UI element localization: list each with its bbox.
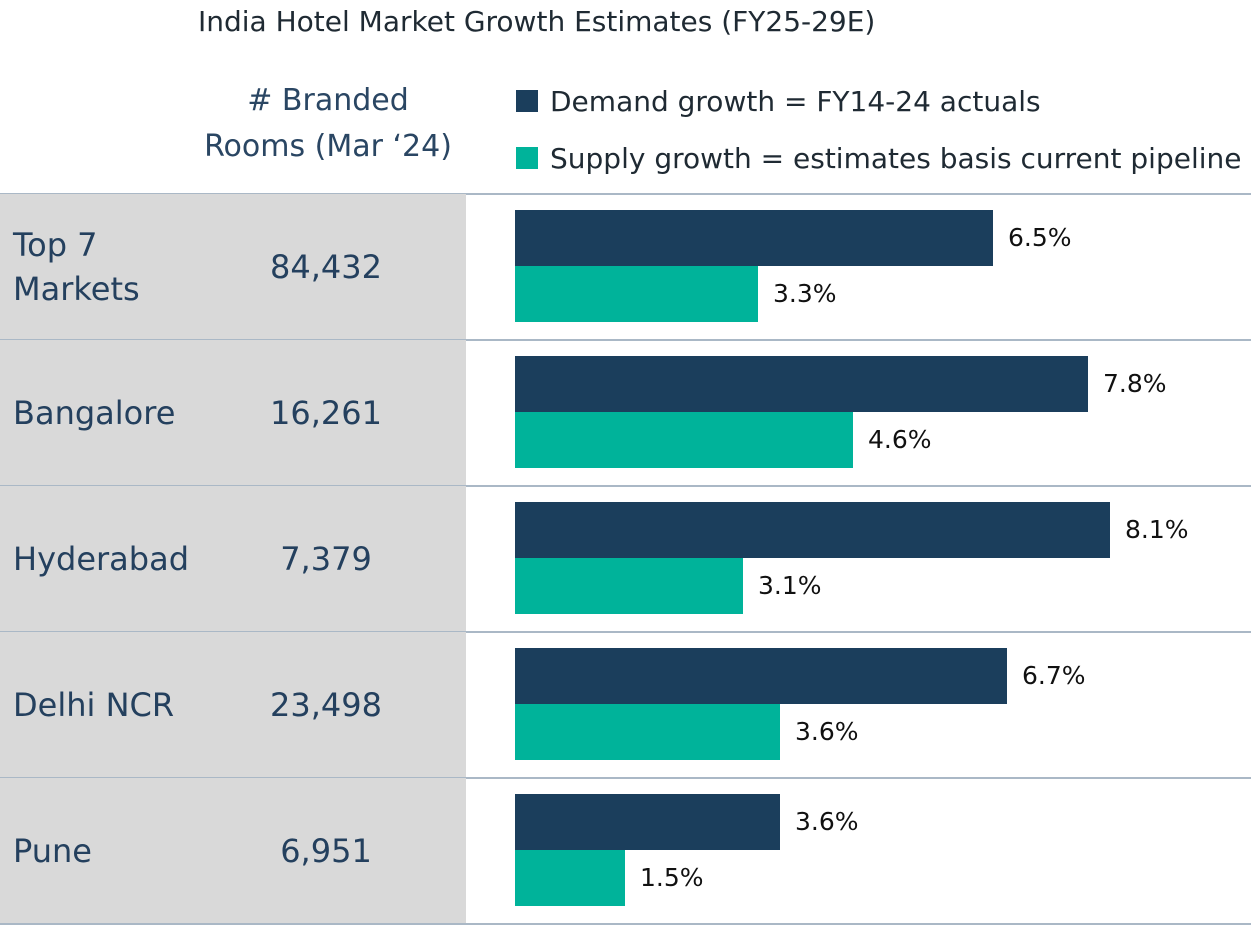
chart-title: India Hotel Market Growth Estimates (FY2… [198, 5, 876, 38]
market-label: Top 7 Markets [13, 194, 213, 340]
market-label: Delhi NCR [13, 632, 213, 778]
supply-value-label: 1.5% [640, 863, 704, 892]
supply-bar [515, 850, 625, 906]
chart-row: Hyderabad 7,379 8.1% 3.1% [0, 486, 1251, 632]
column-header-line-1: # Branded [247, 83, 409, 118]
supply-bar [515, 704, 780, 760]
chart-row: Bangalore 16,261 7.8% 4.6% [0, 340, 1251, 486]
row-label-background [0, 194, 466, 340]
row-separator [0, 193, 1251, 195]
supply-bar [515, 558, 743, 614]
row-separator [0, 777, 1251, 779]
demand-bar [515, 502, 1110, 558]
supply-value-label: 3.3% [773, 279, 837, 308]
demand-bar [515, 648, 1007, 704]
market-label: Bangalore [13, 340, 213, 486]
market-label-line: Top 7 [13, 226, 98, 264]
chart-row: Pune 6,951 3.6% 1.5% [0, 778, 1251, 924]
market-label-line: Hyderabad [13, 540, 189, 578]
column-header-line-2: Rooms (Mar ‘24) [204, 129, 452, 164]
legend-swatch-demand [516, 90, 538, 112]
market-label-text: Hyderabad [13, 537, 189, 581]
chart-row: Delhi NCR 23,498 6.7% 3.6% [0, 632, 1251, 778]
demand-bar [515, 210, 993, 266]
demand-bar [515, 356, 1088, 412]
branded-rooms-column-header: # Branded Rooms (Mar ‘24) [190, 78, 466, 170]
legend-swatch-supply [516, 147, 538, 169]
demand-value-label: 3.6% [795, 807, 859, 836]
supply-bar [515, 412, 853, 468]
branded-rooms-value: 84,432 [270, 248, 382, 286]
branded-rooms-value: 6,951 [280, 832, 372, 870]
market-label-line: Pune [13, 832, 92, 870]
branded-rooms-value: 16,261 [270, 394, 382, 432]
supply-value-label: 3.1% [758, 571, 822, 600]
market-label-text: Top 7 Markets [13, 223, 140, 311]
legend-item-supply: Supply growth = estimates basis current … [516, 141, 1241, 177]
demand-value-label: 7.8% [1103, 369, 1167, 398]
row-label-background [0, 778, 466, 924]
legend-label-supply: Supply growth = estimates basis current … [550, 142, 1242, 175]
demand-value-label: 6.7% [1022, 661, 1086, 690]
row-label-background [0, 486, 466, 632]
market-label-text: Bangalore [13, 391, 175, 435]
legend-item-demand: Demand growth = FY14-24 actuals [516, 84, 1041, 120]
supply-value-label: 3.6% [795, 717, 859, 746]
chart-row: Top 7 Markets 84,432 6.5% 3.3% [0, 194, 1251, 340]
market-label: Hyderabad [13, 486, 213, 632]
row-label-background [0, 632, 466, 778]
demand-bar [515, 794, 780, 850]
row-separator [0, 485, 1251, 487]
supply-value-label: 4.6% [868, 425, 932, 454]
market-label-line: Bangalore [13, 394, 176, 432]
branded-rooms-value: 23,498 [270, 686, 382, 724]
market-label: Pune [13, 778, 213, 924]
supply-bar [515, 266, 758, 322]
demand-value-label: 6.5% [1008, 223, 1072, 252]
demand-value-label: 8.1% [1125, 515, 1189, 544]
market-label-text: Delhi NCR [13, 683, 174, 727]
row-label-background [0, 340, 466, 486]
legend-label-demand: Demand growth = FY14-24 actuals [550, 85, 1041, 118]
market-label-line: Delhi NCR [13, 686, 175, 724]
row-separator [0, 631, 1251, 633]
branded-rooms-value: 7,379 [280, 540, 372, 578]
market-label-line: Markets [13, 270, 140, 308]
market-label-text: Pune [13, 829, 92, 873]
row-separator [0, 339, 1251, 341]
